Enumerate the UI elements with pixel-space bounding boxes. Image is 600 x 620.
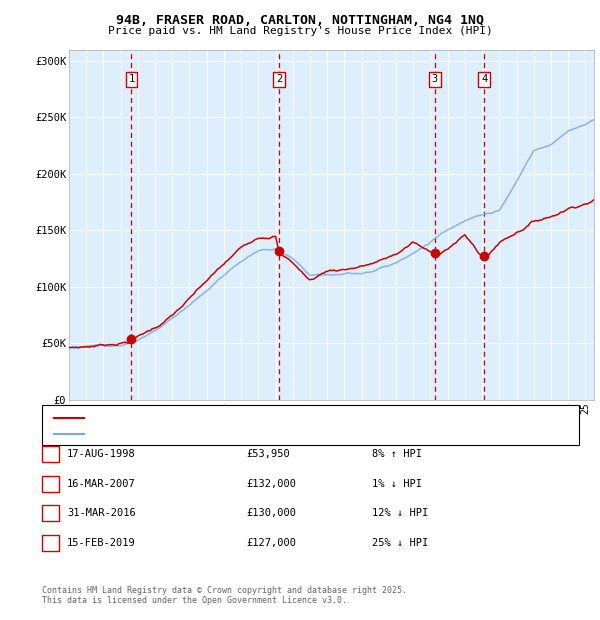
Text: 2: 2 — [276, 74, 282, 84]
Text: 4: 4 — [481, 74, 487, 84]
Text: 1: 1 — [128, 74, 134, 84]
Text: £132,000: £132,000 — [246, 479, 296, 489]
Text: 16-MAR-2007: 16-MAR-2007 — [67, 479, 136, 489]
Text: £53,950: £53,950 — [246, 449, 290, 459]
Text: 17-AUG-1998: 17-AUG-1998 — [67, 449, 136, 459]
Text: 4: 4 — [47, 538, 53, 548]
Text: 94B, FRASER ROAD, CARLTON, NOTTINGHAM, NG4 1NQ (semi-detached house): 94B, FRASER ROAD, CARLTON, NOTTINGHAM, N… — [90, 414, 481, 422]
Text: HPI: Average price, semi-detached house, Gedling: HPI: Average price, semi-detached house,… — [90, 430, 366, 438]
Text: 3: 3 — [47, 508, 53, 518]
Text: 94B, FRASER ROAD, CARLTON, NOTTINGHAM, NG4 1NQ: 94B, FRASER ROAD, CARLTON, NOTTINGHAM, N… — [116, 14, 484, 27]
Text: 12% ↓ HPI: 12% ↓ HPI — [372, 508, 428, 518]
Text: Contains HM Land Registry data © Crown copyright and database right 2025.
This d: Contains HM Land Registry data © Crown c… — [42, 586, 407, 605]
Text: 25% ↓ HPI: 25% ↓ HPI — [372, 538, 428, 548]
Text: 31-MAR-2016: 31-MAR-2016 — [67, 508, 136, 518]
Text: 3: 3 — [431, 74, 438, 84]
Text: £127,000: £127,000 — [246, 538, 296, 548]
Text: 2: 2 — [47, 479, 53, 489]
Text: Price paid vs. HM Land Registry's House Price Index (HPI): Price paid vs. HM Land Registry's House … — [107, 26, 493, 36]
Text: 15-FEB-2019: 15-FEB-2019 — [67, 538, 136, 548]
Text: 1% ↓ HPI: 1% ↓ HPI — [372, 479, 422, 489]
Text: £130,000: £130,000 — [246, 508, 296, 518]
Text: 1: 1 — [47, 449, 53, 459]
Text: 8% ↑ HPI: 8% ↑ HPI — [372, 449, 422, 459]
